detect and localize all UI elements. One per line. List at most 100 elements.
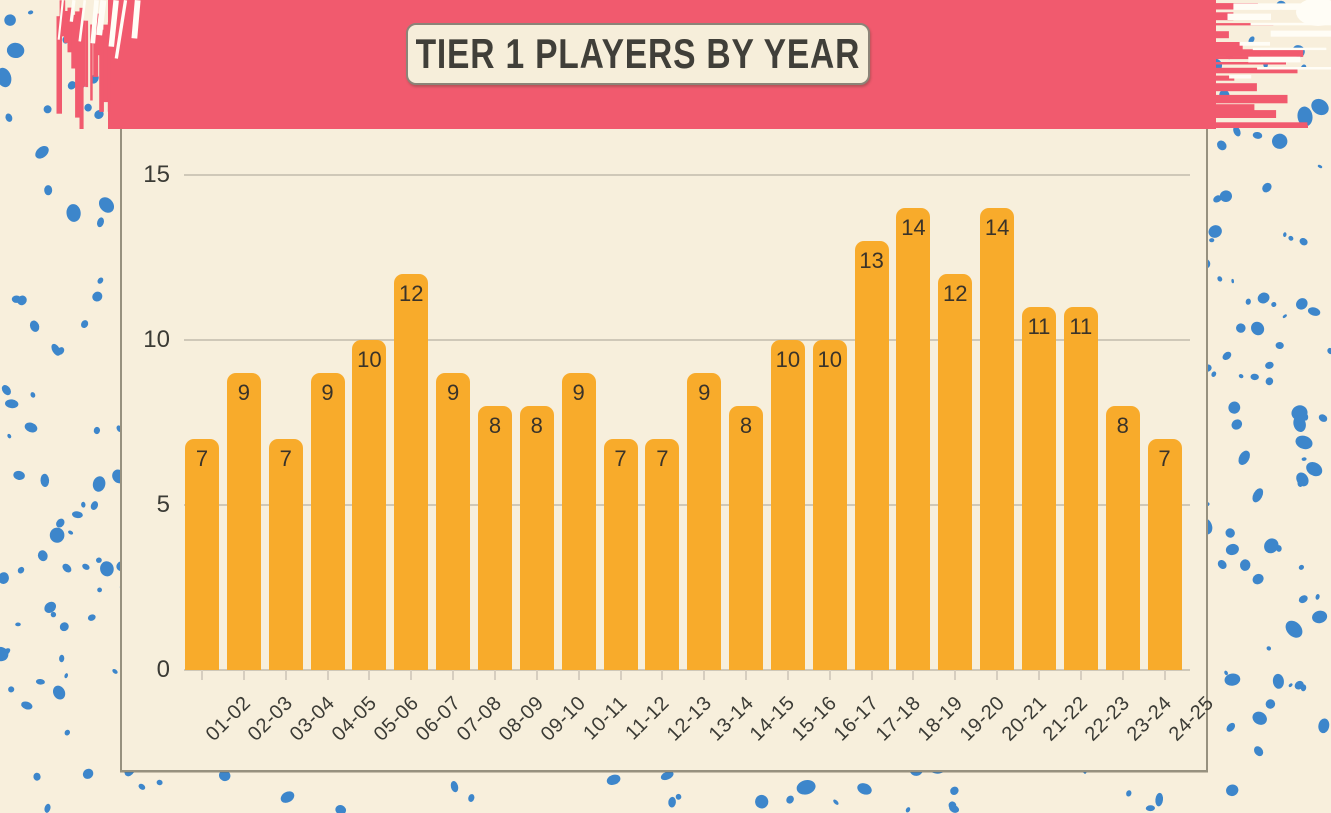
speckle-dot	[1288, 235, 1294, 241]
x-axis-label: 02-03	[243, 692, 298, 746]
x-axis-tick	[410, 670, 413, 680]
speckle-dot	[93, 426, 101, 435]
speckle-dot	[668, 796, 676, 808]
speckle-dot	[713, 104, 725, 115]
speckle-dot	[92, 476, 106, 492]
speckle-dot	[1, 385, 11, 396]
speckle-dot	[5, 113, 13, 122]
x-axis-label: 16-17	[829, 692, 884, 746]
speckle-dot	[916, 31, 921, 35]
x-axis-tick	[661, 670, 664, 680]
speckle-dot	[280, 791, 295, 803]
speckle-dot	[1307, 307, 1321, 316]
bar-04-05	[310, 373, 345, 670]
y-axis-label: 10	[143, 326, 170, 353]
x-axis-tick	[452, 670, 455, 680]
bar-value-label: 7	[195, 446, 209, 471]
speckle-dot	[92, 291, 103, 302]
speckle-dot	[52, 685, 66, 700]
speckle-dot	[82, 768, 94, 779]
bar-24-25	[1147, 439, 1182, 670]
x-axis-label: 01-02	[202, 692, 256, 746]
x-axis-label: 23-24	[1122, 692, 1177, 746]
speckle-dot	[687, 110, 701, 122]
bar-17-18	[854, 241, 889, 670]
bar-18-19	[896, 208, 931, 670]
speckle-dot	[1209, 238, 1215, 243]
speckle-dot	[1252, 711, 1267, 725]
speckle-dot	[35, 145, 49, 159]
speckle-dot	[1301, 457, 1307, 461]
speckle-dot	[212, 95, 223, 107]
speckle-dot	[153, 6, 164, 20]
speckle-dot	[67, 81, 77, 90]
speckle-dot	[1318, 718, 1330, 734]
x-axis-label: 14-15	[746, 692, 800, 746]
speckle-dot	[130, 9, 147, 25]
speckle-dot	[29, 320, 40, 332]
speckle-dot	[1204, 25, 1210, 31]
speckle-dot	[1211, 371, 1217, 377]
bar-value-label: 10	[357, 347, 382, 372]
bar-value-label: 7	[1158, 446, 1171, 471]
speckle-dot	[267, 66, 277, 76]
speckle-dot	[138, 783, 146, 790]
speckle-dot	[1296, 472, 1309, 487]
bar-value-label: 9	[446, 380, 460, 405]
speckle-dot	[64, 729, 71, 736]
gridline-5	[184, 504, 1190, 506]
x-axis-tick	[870, 670, 873, 680]
speckle-dot	[674, 114, 685, 125]
speckle-dot	[1252, 488, 1264, 503]
speckle-dot	[1145, 90, 1160, 103]
y-axis-label: 5	[156, 491, 170, 518]
bar-value-label: 11	[1027, 314, 1051, 339]
speckle-dot	[1248, 36, 1255, 44]
speckle-dot	[942, 92, 957, 103]
speckle-dot	[43, 105, 52, 114]
speckle-dot	[1145, 805, 1155, 812]
bar-15-16	[770, 340, 805, 670]
speckle-dot	[1266, 646, 1272, 651]
bar-02-03	[226, 373, 261, 670]
speckle-dot	[1213, 195, 1222, 203]
x-axis-tick	[577, 670, 580, 680]
speckle-dot	[232, 55, 239, 61]
speckle-dot	[168, 55, 174, 65]
speckle-dot	[44, 601, 57, 614]
x-axis-tick	[535, 670, 538, 680]
speckle-dot	[1252, 573, 1264, 585]
speckle-dot	[1263, 61, 1268, 69]
bar-value-label: 8	[488, 413, 502, 438]
bar-value-label: 7	[656, 446, 669, 471]
speckle-dot	[17, 566, 25, 574]
speckle-dot	[1231, 419, 1243, 430]
speckle-dot	[660, 771, 674, 781]
bar-22-23	[1063, 307, 1098, 670]
speckle-dot	[675, 793, 682, 800]
x-axis-tick	[201, 670, 203, 680]
x-axis-tick	[493, 670, 496, 680]
speckle-dot	[1298, 564, 1305, 570]
speckle-dot	[1302, 413, 1309, 421]
bar-06-07	[394, 274, 429, 670]
speckle-dot	[27, 10, 34, 15]
speckle-dot	[81, 501, 86, 508]
speckle-dot	[4, 14, 16, 26]
x-axis-label: 03-04	[285, 692, 340, 746]
speckle-dot	[1262, 182, 1272, 193]
speckle-dot	[15, 622, 21, 627]
x-axis-label: 08-09	[495, 692, 549, 746]
speckle-dot	[17, 295, 27, 306]
bar-14-15	[729, 406, 764, 670]
speckle-dot	[1301, 64, 1307, 70]
speckle-dot	[1155, 792, 1164, 807]
bar-value-label: 9	[572, 380, 585, 405]
speckle-dot	[1275, 341, 1284, 350]
speckle-dot	[6, 42, 25, 59]
speckle-dot	[387, 66, 400, 81]
speckle-dot	[1126, 790, 1132, 797]
speckle-dot	[8, 686, 15, 693]
x-axis-label: 11-12	[621, 692, 675, 745]
